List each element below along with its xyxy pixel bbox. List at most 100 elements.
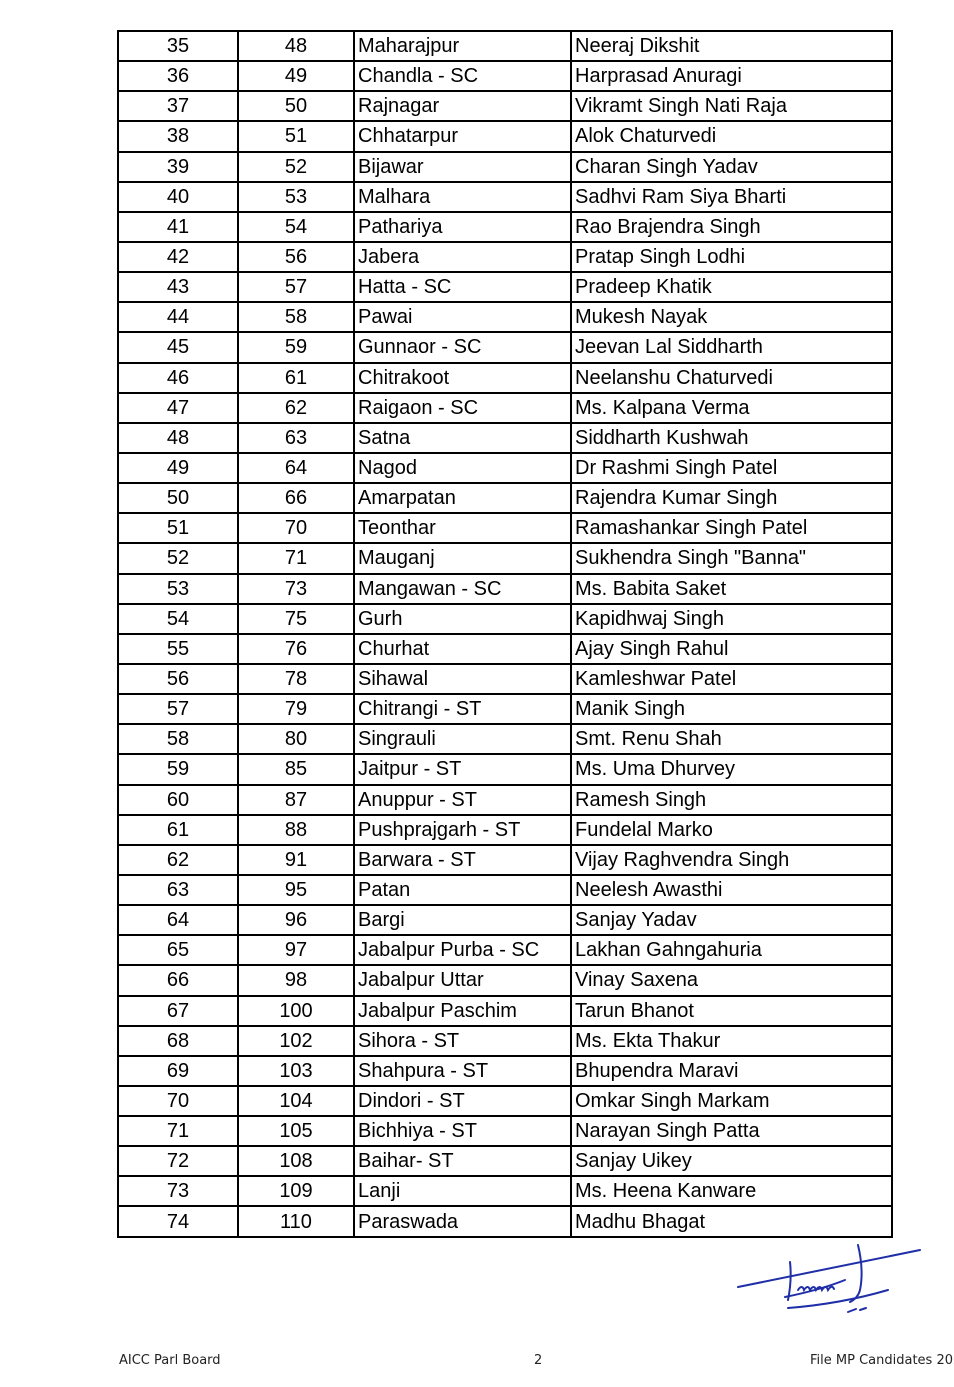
table-row: 66 98 Jabalpur Uttar Vinay Saxena — [117, 964, 893, 997]
table-row: 45 59 Gunnaor - SC Jeevan Lal Siddharth — [117, 331, 893, 364]
table-row: 43 57 Hatta - SC Pradeep Khatik — [117, 271, 893, 304]
serial-number: 37 — [117, 90, 239, 123]
constituency-number: 71 — [237, 542, 355, 575]
serial-number: 72 — [117, 1145, 239, 1178]
candidate-name: Pratap Singh Lodhi — [570, 240, 893, 274]
table-row: 57 79 Chitrangi - ST Manik Singh — [117, 693, 893, 726]
candidate-name: Neelanshu Chaturvedi — [570, 361, 893, 394]
constituency-name: Chitrangi - ST — [353, 693, 572, 726]
table-row: 67 100 Jabalpur Paschim Tarun Bhanot — [117, 994, 893, 1027]
candidate-name: Sanjay Yadav — [570, 904, 893, 937]
table-row: 42 56 Jabera Pratap Singh Lodhi — [117, 240, 893, 274]
constituency-name: Mauganj — [353, 542, 572, 575]
constituency-number: 87 — [237, 783, 355, 816]
serial-number: 44 — [117, 301, 239, 334]
constituency-name: Churhat — [353, 632, 572, 665]
candidate-name: Ramashankar Singh Patel — [570, 512, 893, 545]
candidate-name: Dr Rashmi Singh Patel — [570, 451, 893, 485]
constituency-number: 53 — [237, 180, 355, 213]
serial-number: 57 — [117, 693, 239, 726]
table-row: 65 97 Jabalpur Purba - SC Lakhan Gahngahuri… — [117, 934, 893, 967]
serial-number: 40 — [117, 180, 239, 213]
serial-number: 63 — [117, 873, 239, 907]
table-row: 40 53 Malhara Sadhvi Ram Siya Bharti — [117, 180, 893, 213]
table-row: 52 71 Mauganj Sukhendra Singh "Banna" — [117, 542, 893, 575]
constituency-name: Bargi — [353, 904, 572, 937]
constituency-name: Raigaon - SC — [353, 391, 572, 424]
constituency-number: 104 — [237, 1084, 355, 1118]
constituency-number: 52 — [237, 150, 355, 183]
constituency-name: Jabera — [353, 240, 572, 274]
candidate-name: Rao Brajendra Singh — [570, 210, 893, 243]
serial-number: 74 — [117, 1205, 239, 1238]
serial-number: 71 — [117, 1115, 239, 1148]
footer-right: File MP Candidates 2023 — [810, 1353, 954, 1368]
table-row: 73 109 Lanji Ms. Heena Kanware — [117, 1175, 893, 1208]
table-row: 36 49 Chandla - SC Harprasad Anuragi — [117, 60, 893, 93]
table-row: 68 102 Sihora - ST Ms. Ekta Thakur — [117, 1024, 893, 1057]
candidate-name: Ms. Uma Dhurvey — [570, 753, 893, 786]
candidate-name: Smt. Renu Shah — [570, 723, 893, 756]
table-row: 37 50 Rajnagar Vikramt Singh Nati Raja — [117, 90, 893, 123]
candidate-name: Neelesh Awasthi — [570, 873, 893, 907]
candidate-name: Narayan Singh Patta — [570, 1115, 893, 1148]
serial-number: 60 — [117, 783, 239, 816]
candidate-name: Bhupendra Maravi — [570, 1054, 893, 1087]
table-row: 53 73 Mangawan - SC Ms. Babita Saket — [117, 572, 893, 605]
serial-number: 64 — [117, 904, 239, 937]
constituency-name: Chhatarpur — [353, 120, 572, 153]
constituency-number: 108 — [237, 1145, 355, 1178]
table-row: 70 104 Dindori - ST Omkar Singh Markam — [117, 1084, 893, 1118]
constituency-number: 79 — [237, 693, 355, 726]
serial-number: 58 — [117, 723, 239, 756]
constituency-name: Pathariya — [353, 210, 572, 243]
constituency-number: 105 — [237, 1115, 355, 1148]
constituency-number: 70 — [237, 512, 355, 545]
signature — [737, 1244, 921, 1313]
candidate-name: Mukesh Nayak — [570, 301, 893, 334]
table-row: 50 66 Amarpatan Rajendra Kumar Singh — [117, 482, 893, 515]
table-row: 56 78 Sihawal Kamleshwar Patel — [117, 662, 893, 696]
constituency-name: Satna — [353, 421, 572, 454]
serial-number: 35 — [117, 29, 239, 63]
serial-number: 66 — [117, 964, 239, 997]
constituency-number: 91 — [237, 843, 355, 876]
candidate-name: Kapidhwaj Singh — [570, 602, 893, 635]
constituency-number: 76 — [237, 632, 355, 665]
serial-number: 43 — [117, 271, 239, 304]
table-row: 44 58 Pawai Mukesh Nayak — [117, 301, 893, 334]
constituency-name: Jaitpur - ST — [353, 753, 572, 786]
constituency-number: 100 — [237, 994, 355, 1027]
serial-number: 70 — [117, 1084, 239, 1118]
serial-number: 48 — [117, 421, 239, 454]
candidate-name: Siddharth Kushwah — [570, 421, 893, 454]
candidate-name: Jeevan Lal Siddharth — [570, 331, 893, 364]
constituency-name: Mangawan - SC — [353, 572, 572, 605]
constituency-number: 57 — [237, 271, 355, 304]
constituency-number: 96 — [237, 904, 355, 937]
candidate-name: Vijay Raghvendra Singh — [570, 843, 893, 876]
candidate-name: Ramesh Singh — [570, 783, 893, 816]
candidate-name: Sadhvi Ram Siya Bharti — [570, 180, 893, 213]
constituency-number: 80 — [237, 723, 355, 756]
constituency-name: Jabalpur Uttar — [353, 964, 572, 997]
constituency-name: Pushprajgarh - ST — [353, 813, 572, 846]
constituency-number: 97 — [237, 934, 355, 967]
serial-number: 65 — [117, 934, 239, 967]
candidate-name: Charan Singh Yadav — [570, 150, 893, 183]
constituency-name: Bichhiya - ST — [353, 1115, 572, 1148]
serial-number: 55 — [117, 632, 239, 665]
constituency-number: 110 — [237, 1205, 355, 1238]
candidate-name: Vikramt Singh Nati Raja — [570, 90, 893, 123]
table-row: 62 91 Barwara - ST Vijay Raghvendra Singh — [117, 843, 893, 876]
constituency-name: Sihawal — [353, 662, 572, 696]
constituency-name: Pawai — [353, 301, 572, 334]
serial-number: 38 — [117, 120, 239, 153]
candidate-name: Madhu Bhagat — [570, 1205, 893, 1238]
constituency-number: 61 — [237, 361, 355, 394]
constituency-name: Bijawar — [353, 150, 572, 183]
constituency-number: 48 — [237, 29, 355, 63]
serial-number: 50 — [117, 482, 239, 515]
table-row: 39 52 Bijawar Charan Singh Yadav — [117, 150, 893, 183]
candidate-name: Harprasad Anuragi — [570, 60, 893, 93]
